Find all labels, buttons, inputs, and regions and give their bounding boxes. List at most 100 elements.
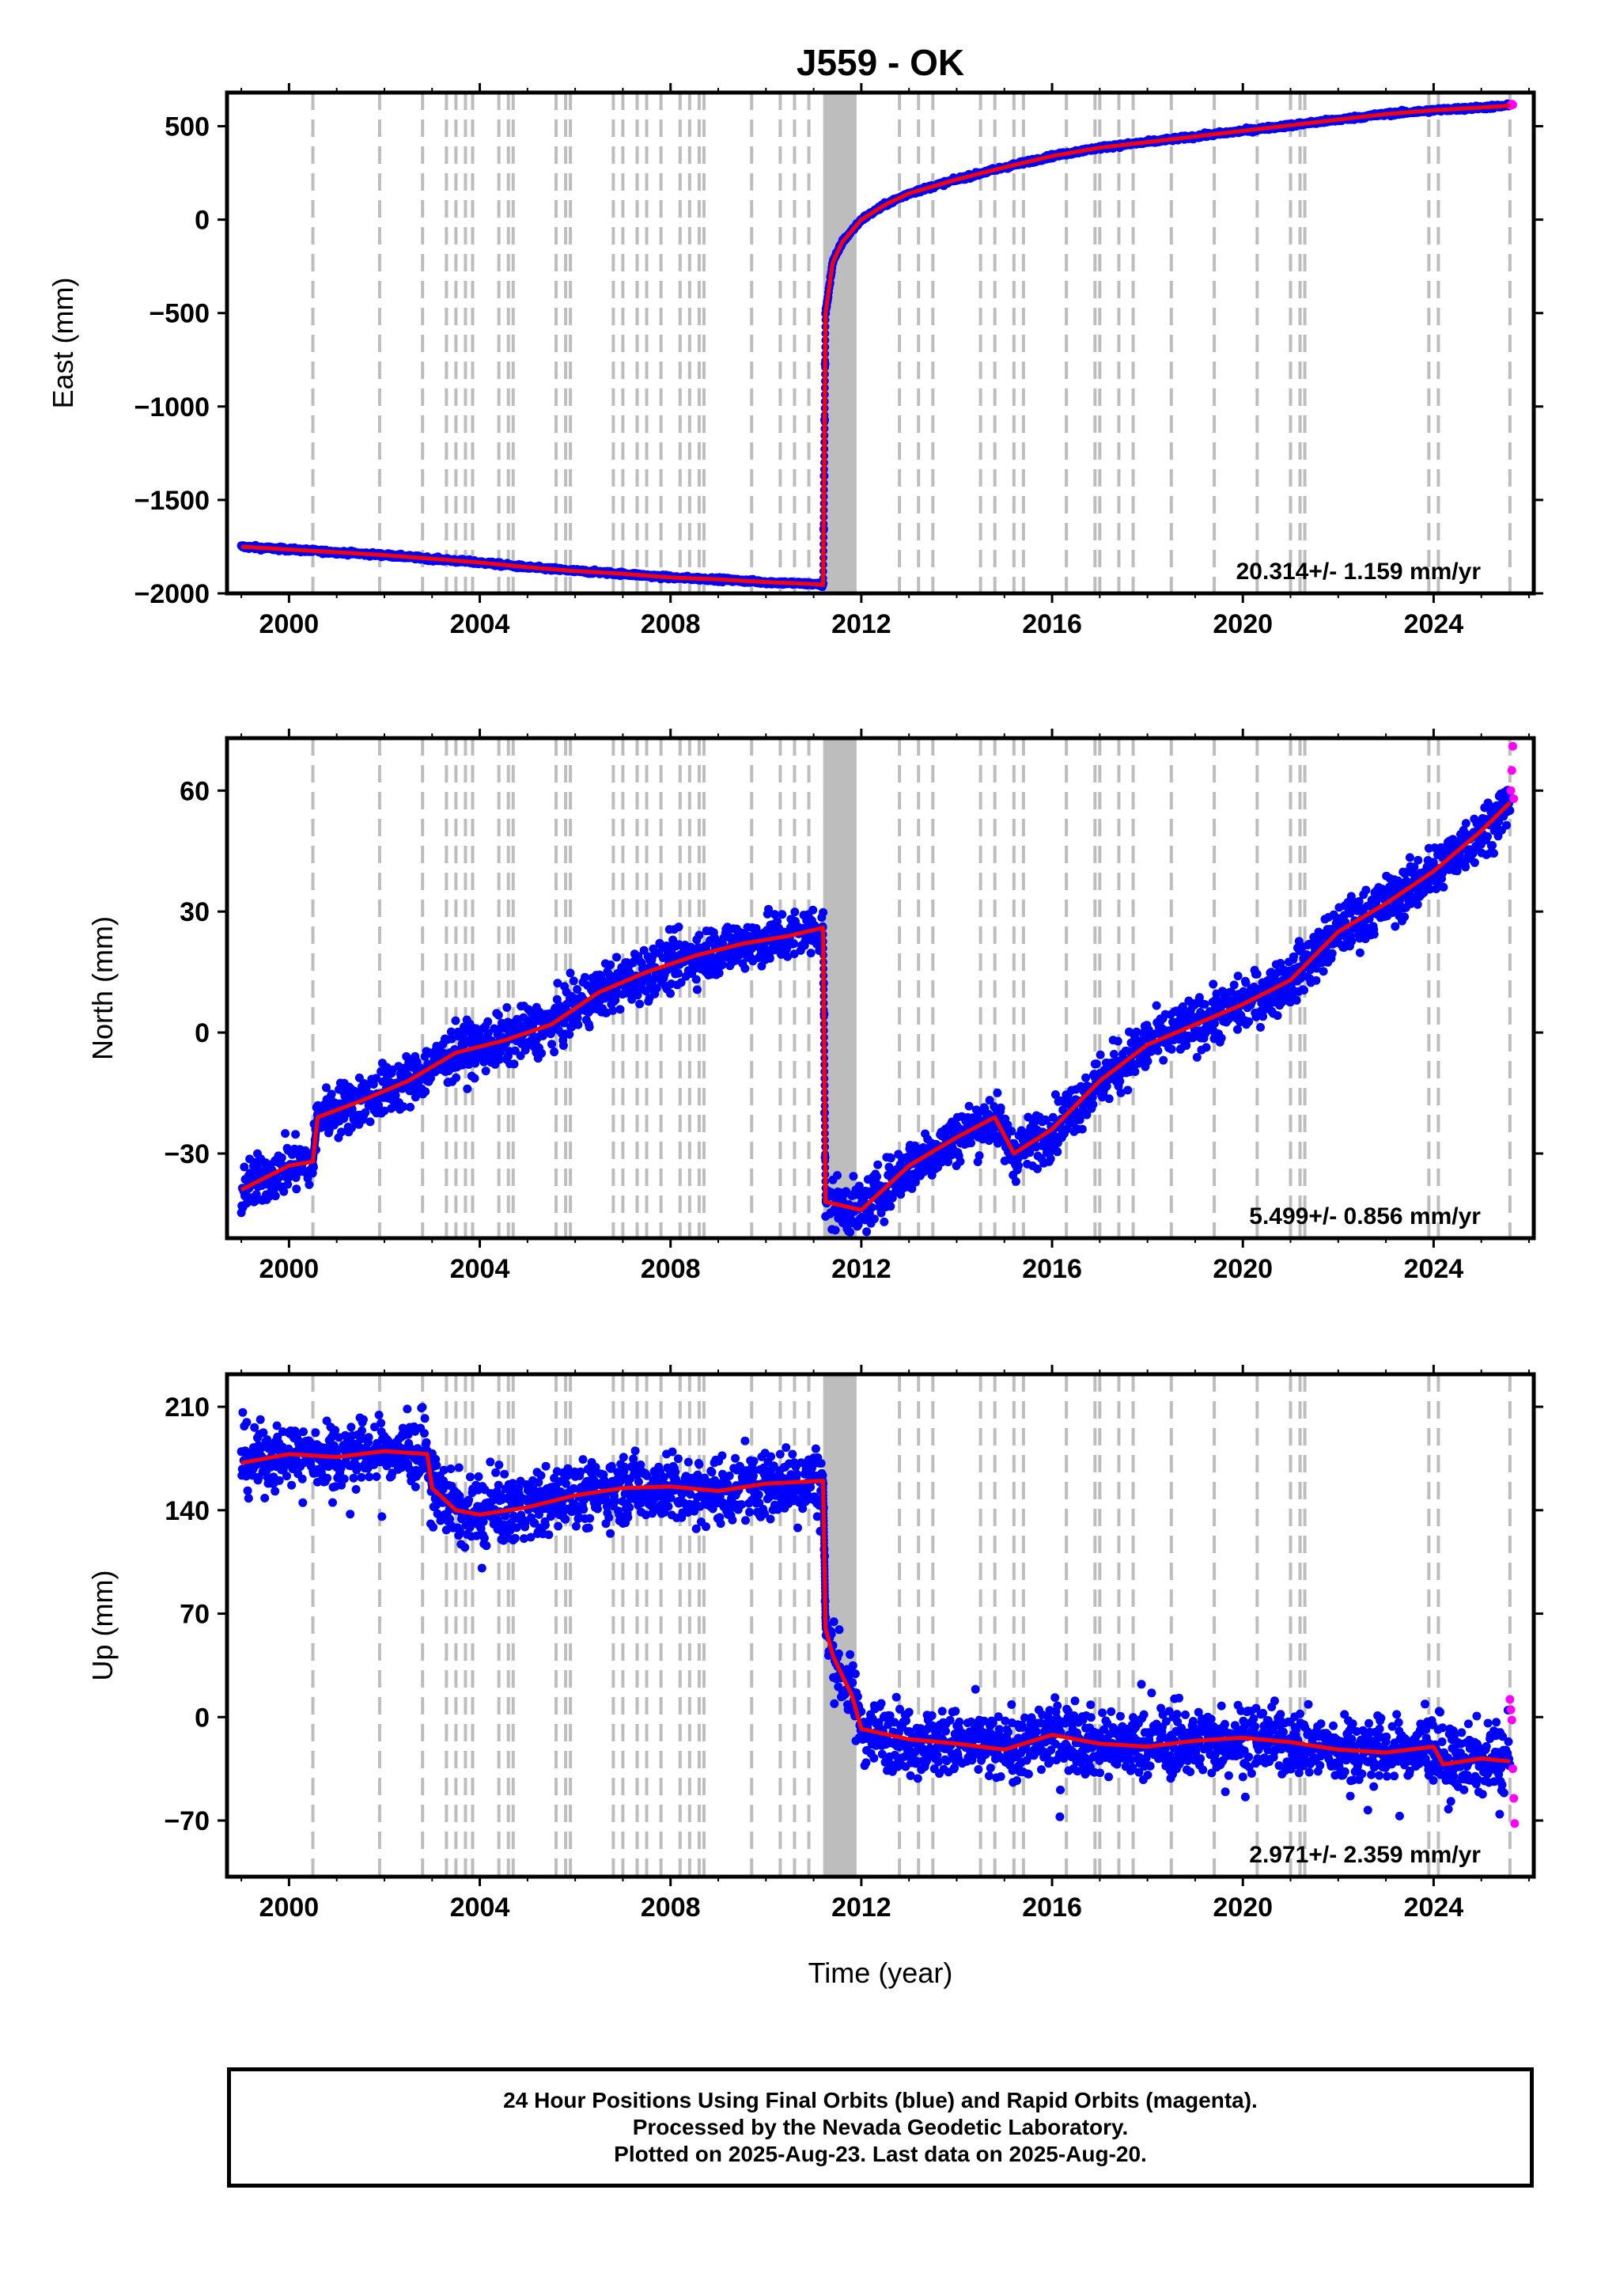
event-band [823, 93, 857, 593]
final-point [996, 1103, 1005, 1112]
final-point [867, 1203, 876, 1212]
final-point [789, 949, 799, 959]
final-point [1273, 1011, 1282, 1021]
final-point [873, 1160, 883, 1169]
final-point [1092, 1059, 1101, 1069]
final-point [1025, 1148, 1035, 1157]
final-point [1053, 1147, 1062, 1157]
final-point [880, 1217, 889, 1226]
final-point [806, 949, 816, 958]
final-point [371, 1074, 380, 1083]
final-point [452, 1073, 461, 1082]
final-point [277, 1153, 286, 1162]
y-tick-label: −1000 [134, 392, 210, 422]
final-point [365, 1117, 375, 1127]
final-point [291, 1130, 301, 1139]
final-point [606, 960, 615, 969]
final-point [714, 968, 724, 978]
final-point [789, 939, 799, 949]
final-point [399, 1102, 408, 1112]
plot-area [237, 93, 1517, 593]
final-point [993, 1088, 1002, 1097]
final-point [1209, 979, 1218, 989]
final-point [1042, 1116, 1051, 1125]
final-point [451, 1016, 460, 1025]
final-point [483, 1029, 493, 1038]
final-point [1011, 1176, 1020, 1186]
final-point [337, 1127, 346, 1137]
final-point [854, 1181, 864, 1191]
panel-east: 2000 2004 2008 2012 2016 2020 20245000−500−100… [47, 83, 1543, 639]
final-point [585, 1022, 594, 1032]
y-tick-label: 500 [165, 112, 210, 142]
final-point [347, 1123, 356, 1133]
final-point [1217, 1033, 1226, 1043]
final-point [502, 1002, 512, 1012]
final-point [292, 1184, 301, 1194]
final-point [1007, 1127, 1016, 1136]
final-point [483, 1017, 493, 1026]
final-point [718, 960, 727, 969]
final-point [1256, 1023, 1265, 1032]
final-point [846, 1227, 855, 1237]
final-point [1210, 1019, 1219, 1029]
final-point [553, 979, 562, 988]
final-point [554, 1001, 564, 1010]
final-point [1251, 1012, 1261, 1021]
final-point [550, 1048, 559, 1057]
final-point [380, 1106, 389, 1116]
model-fit-line [240, 104, 1511, 587]
final-point [985, 1096, 994, 1105]
final-point [1276, 959, 1285, 968]
final-point [831, 1226, 840, 1235]
final-point [695, 930, 704, 940]
final-point [676, 978, 686, 987]
final-point [481, 1067, 490, 1076]
final-point [547, 1040, 556, 1049]
final-point [573, 1013, 582, 1023]
final-point [666, 989, 675, 998]
rapid-point [1508, 100, 1517, 109]
final-point [615, 1005, 625, 1014]
final-point [964, 1101, 974, 1111]
final-point [1143, 1056, 1152, 1066]
final-point [1048, 1112, 1058, 1122]
x-tick-label: 2000 [259, 609, 320, 639]
final-point [471, 1059, 480, 1068]
final-point [1123, 1085, 1133, 1095]
final-point [446, 1027, 456, 1036]
final-point [1081, 1073, 1091, 1082]
final-point [612, 953, 622, 962]
final-point [1033, 1164, 1042, 1173]
final-point [581, 972, 589, 982]
final-point [1104, 1094, 1114, 1104]
final-point [495, 1055, 504, 1064]
final-point [907, 1184, 917, 1193]
final-point [273, 1175, 282, 1184]
final-point [869, 1214, 879, 1224]
final-point [1096, 1050, 1105, 1059]
y-tick-label: −1500 [134, 486, 210, 516]
final-point [279, 1187, 289, 1196]
final-point [1077, 1124, 1087, 1134]
x-tick-label: 2012 [831, 609, 891, 639]
figure-title: J559 - OK [797, 42, 964, 83]
final-point [566, 968, 575, 978]
final-point [849, 1172, 858, 1181]
final-point [967, 1139, 976, 1148]
x-tick-label: 2004 [450, 609, 510, 639]
final-point [975, 1151, 984, 1161]
x-tick-label: 2024 [1404, 609, 1464, 639]
final-point [1003, 1120, 1012, 1130]
final-point [470, 1074, 479, 1083]
final-point [421, 1087, 430, 1097]
final-point [447, 1034, 456, 1044]
final-point [1109, 1050, 1118, 1059]
final-point [252, 1190, 261, 1199]
final-point [778, 910, 787, 919]
final-point [1046, 1154, 1055, 1164]
y-tick-label: 0 [195, 206, 210, 236]
final-point [1241, 978, 1251, 987]
final-point [956, 1157, 965, 1166]
